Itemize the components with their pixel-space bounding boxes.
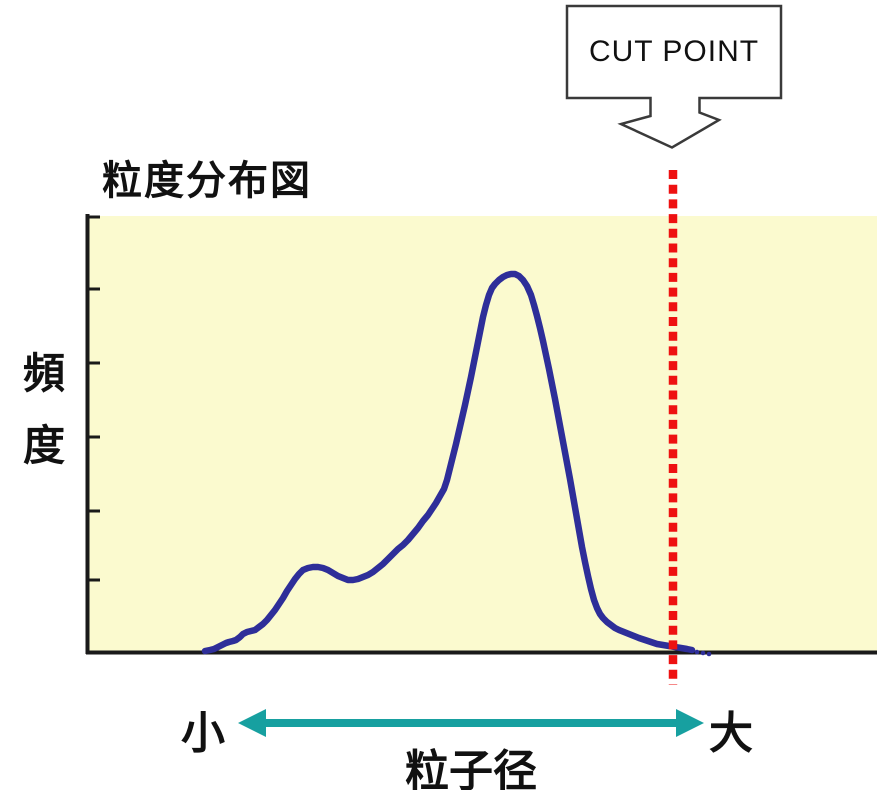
cut-point-callout-shape: [565, 4, 783, 149]
cut-point-callout-label: CUT POINT: [588, 35, 760, 68]
chart-title: 粒度分布図: [102, 159, 312, 203]
distribution-curve-tail-dot: [706, 651, 712, 657]
y-axis-label-char-1: 頻: [22, 350, 65, 397]
x-axis-title: 粒子径: [405, 747, 537, 790]
x-axis-small-label: 小: [181, 709, 225, 758]
x-axis-large-label: 大: [709, 709, 753, 758]
distribution-curve-tail-dot: [700, 650, 706, 656]
y-axis-label: 頻 度: [18, 338, 70, 482]
distribution-curve-tail-dot: [694, 649, 700, 655]
distribution-curve: [201, 270, 696, 655]
y-axis-label-char-2: 度: [22, 422, 65, 469]
range-arrow-right-head: [676, 709, 704, 737]
plot-background: [88, 216, 877, 653]
range-arrow-left-head: [238, 709, 266, 737]
